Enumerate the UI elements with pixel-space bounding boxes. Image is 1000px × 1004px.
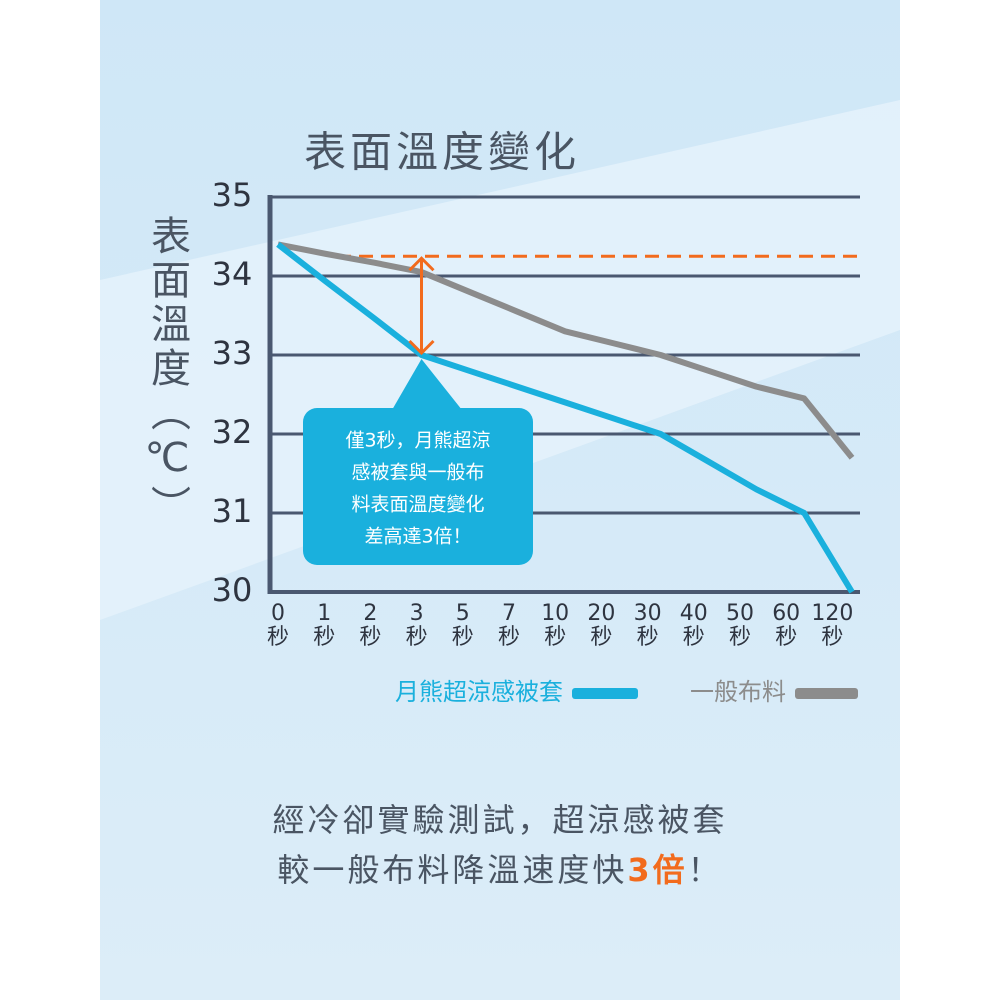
x-tick-unit: 秒 <box>406 625 428 650</box>
x-tick-label: 40 <box>680 601 708 626</box>
x-tick-label: 7 <box>502 601 516 626</box>
callout-text: 僅3秒，月熊超涼 <box>345 430 490 452</box>
caption-line: 經冷卻實驗測試，超涼感被套 <box>272 801 727 839</box>
y-tick-label: 34 <box>212 255 253 293</box>
caption-text: ！ <box>688 851 723 889</box>
x-tick-unit: 秒 <box>313 625 335 650</box>
x-tick-unit: 秒 <box>359 625 381 650</box>
caption-text: 較一般布料降溫速度快 <box>277 851 627 889</box>
y-axis-label: 表面溫度（℃） <box>144 215 191 529</box>
series-line <box>277 241 855 460</box>
x-tick-label: 2 <box>363 601 377 626</box>
legend-swatch <box>795 688 858 699</box>
x-tick-label: 5 <box>456 601 470 626</box>
callout-pointer <box>392 359 462 410</box>
callout-text: 料表面溫度變化 <box>351 494 484 516</box>
legend-label: 一般布料 <box>690 678 786 706</box>
y-tick-label: 35 <box>212 176 253 214</box>
x-tick-unit: 秒 <box>637 625 659 650</box>
arrow-head <box>408 256 435 272</box>
callout-box <box>303 408 533 565</box>
x-tick-unit: 秒 <box>590 625 612 650</box>
x-tick-unit: 秒 <box>821 625 843 650</box>
x-tick-label: 1 <box>317 601 331 626</box>
x-tick-unit: 秒 <box>775 625 797 650</box>
x-tick-label: 0 <box>271 601 285 626</box>
x-tick-label: 30 <box>634 601 662 626</box>
x-tick-unit: 秒 <box>452 625 474 650</box>
x-tick-unit: 秒 <box>544 625 566 650</box>
x-tick-label: 50 <box>726 601 754 626</box>
legend-label: 月熊超涼感被套 <box>395 678 563 706</box>
legend-swatch <box>572 688 638 699</box>
x-tick-label: 120 <box>811 601 853 626</box>
chart-title: 表面溫度變化 <box>304 128 580 177</box>
x-tick-label: 20 <box>587 601 615 626</box>
x-tick-unit: 秒 <box>267 625 289 650</box>
series-line <box>276 242 855 594</box>
caption-line: 較一般布料降溫速度快3倍！ <box>277 851 722 889</box>
y-tick-label: 32 <box>212 413 253 451</box>
x-tick-label: 10 <box>541 601 569 626</box>
callout-text: 感被套與一般布 <box>351 462 484 484</box>
y-tick-label: 31 <box>212 492 253 530</box>
x-tick-label: 60 <box>772 601 800 626</box>
light-band <box>100 100 900 620</box>
plot: 3031323334350秒1秒2秒3秒5秒7秒10秒20秒30秒40秒50秒6… <box>212 176 860 706</box>
arrow-head <box>408 339 435 356</box>
y-tick-label: 33 <box>212 334 253 372</box>
caption-highlight: 3倍 <box>627 851 687 889</box>
x-tick-unit: 秒 <box>683 625 705 650</box>
callout-text: 差高達3倍！ <box>364 526 471 548</box>
x-tick-unit: 秒 <box>498 625 520 650</box>
x-tick-label: 3 <box>410 601 424 626</box>
x-tick-unit: 秒 <box>729 625 751 650</box>
y-tick-label: 30 <box>212 571 253 609</box>
